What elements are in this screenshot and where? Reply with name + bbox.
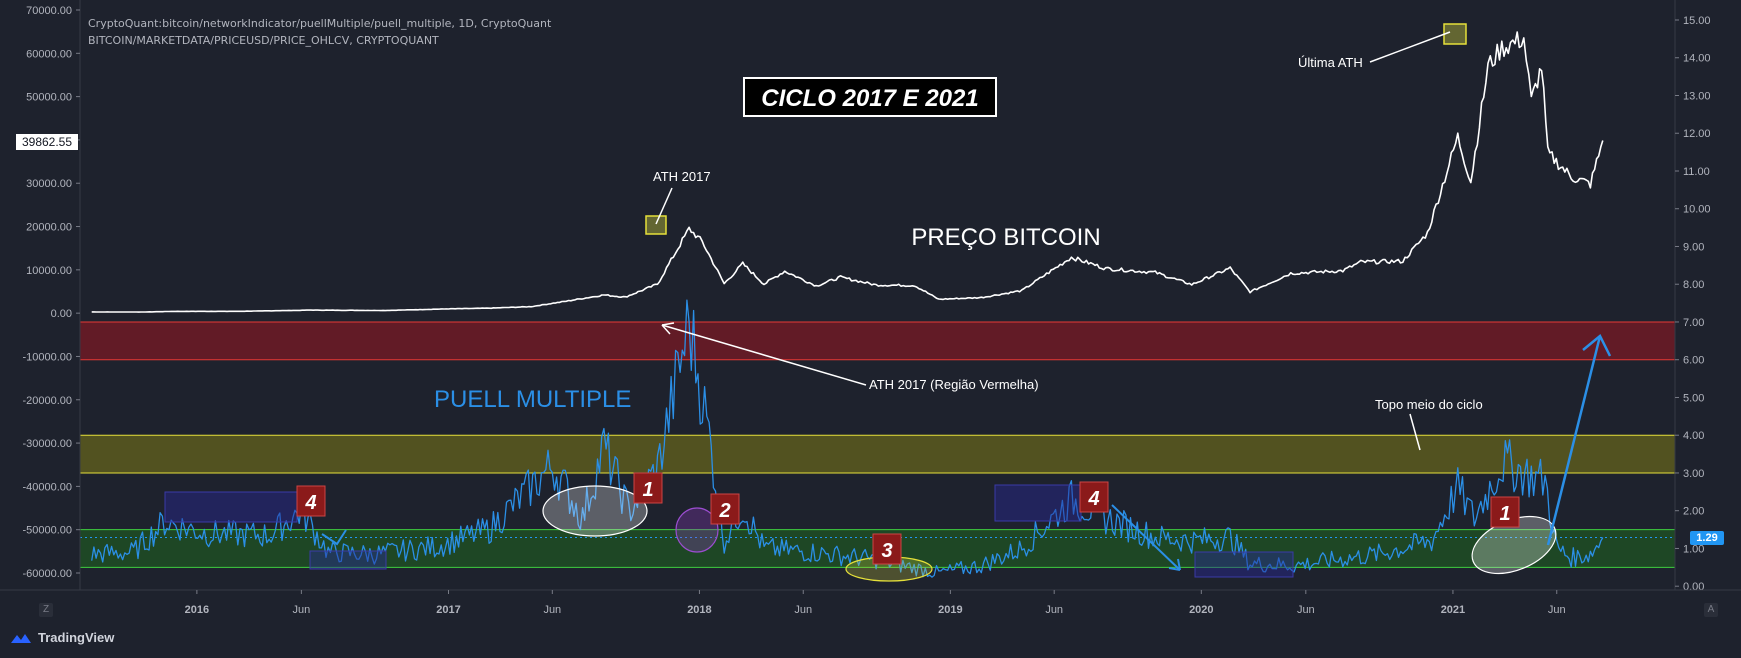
ath2017-arrow bbox=[655, 187, 673, 225]
puell-label: PUELL MULTIPLE bbox=[434, 386, 631, 413]
time-tick-label: 2019 bbox=[938, 604, 962, 616]
time-tick-label: 2016 bbox=[185, 604, 209, 616]
time-tick-label: 2021 bbox=[1441, 604, 1465, 616]
current-puell-label: 1.29 bbox=[1690, 531, 1724, 545]
left-tick-label: 70000.00 bbox=[26, 5, 72, 17]
right-tick-label: 7.00 bbox=[1683, 317, 1704, 329]
time-axis: 2016 Jun 2017 Jun 2018 Jun 2019 Jun 2020 Jun 2021 J… bbox=[0, 589, 1741, 616]
ellipse-2017-midcycle bbox=[542, 485, 648, 537]
step-badge-4 bbox=[296, 485, 326, 517]
topo-meio-label: Topo meio do ciclo bbox=[1375, 397, 1483, 412]
time-tick-label: Jun bbox=[1045, 604, 1063, 616]
ath2017-red-label: ATH 2017 (Região Vermelha) bbox=[869, 377, 1039, 392]
series-layer bbox=[91, 31, 1604, 578]
time-tick-label: 2017 bbox=[436, 604, 460, 616]
time-tick-label: 2018 bbox=[687, 604, 711, 616]
ath2017-marker bbox=[645, 215, 667, 235]
time-tick-label: Jun bbox=[794, 604, 812, 616]
ellipse-2018-bounce bbox=[675, 507, 719, 553]
arrow-2019-down-head bbox=[1168, 558, 1181, 571]
title-box bbox=[743, 77, 997, 117]
ath2017-red-arrowhead bbox=[661, 322, 675, 335]
ultima-ath-marker bbox=[1443, 23, 1467, 45]
arrow-2019-down bbox=[1111, 504, 1181, 571]
puell-line bbox=[91, 299, 1604, 578]
right-tick-label: 8.00 bbox=[1683, 279, 1704, 291]
step-badge-number: 3 bbox=[881, 540, 892, 562]
left-tick-label: 30000.00 bbox=[26, 178, 72, 190]
left-tick-label: 0.00 bbox=[51, 308, 72, 320]
annotations-layer: CICLO 2017 E 2021 PREÇO BITCOIN PUELL MULT… bbox=[164, 23, 1612, 582]
current-price-label: 39862.55 bbox=[16, 134, 78, 150]
right-tick-label: 5.00 bbox=[1683, 392, 1704, 404]
zoom-reset-button[interactable]: Z bbox=[39, 603, 53, 617]
projection-arrow-head bbox=[1582, 334, 1612, 357]
tradingview-logo-icon bbox=[10, 632, 32, 644]
left-tick-label: 20000.00 bbox=[26, 222, 72, 234]
time-tick-label: Jun bbox=[1548, 604, 1566, 616]
arrow-2016-down bbox=[321, 529, 347, 546]
right-tick-label: 4.00 bbox=[1683, 430, 1704, 442]
step-badge-2 bbox=[710, 493, 740, 525]
ath2017-red-arrow bbox=[661, 324, 867, 386]
indicator-legend-puell[interactable]: CryptoQuant:bitcoin/networkIndicator/pue… bbox=[88, 17, 552, 30]
right-puell-axis: 15.00 14.00 13.00 12.00 11.00 10.00 9.00 8.00 7.… bbox=[1674, 0, 1711, 593]
right-tick-label: 9.00 bbox=[1683, 241, 1704, 253]
step-badge-number: 1 bbox=[642, 479, 653, 501]
right-tick-label: 15.00 bbox=[1683, 15, 1711, 27]
price-line bbox=[91, 31, 1604, 313]
step-badge-number: 4 bbox=[304, 492, 316, 514]
auto-scale-button[interactable]: A bbox=[1704, 603, 1718, 617]
dip-box-2020 bbox=[1194, 551, 1294, 578]
right-tick-label: 14.00 bbox=[1683, 53, 1711, 65]
right-tick-label: 10.00 bbox=[1683, 204, 1711, 216]
right-tick-label: 3.00 bbox=[1683, 468, 1704, 480]
left-tick-label: -60000.00 bbox=[22, 568, 72, 580]
topo-meio-arrow bbox=[1409, 413, 1421, 451]
left-tick-label: -50000.00 bbox=[22, 525, 72, 537]
dip-box-2016 bbox=[309, 550, 387, 570]
right-tick-label: 0.00 bbox=[1683, 581, 1704, 593]
red-band bbox=[80, 321, 1675, 360]
step-badge-number: 1 bbox=[1499, 503, 1510, 525]
left-tick-label: 60000.00 bbox=[26, 48, 72, 60]
ultima-ath-arrow bbox=[1369, 31, 1451, 63]
time-tick-label: Jun bbox=[1297, 604, 1315, 616]
left-tick-label: 50000.00 bbox=[26, 92, 72, 104]
right-tick-label: 11.00 bbox=[1683, 166, 1710, 178]
indicator-legend-price[interactable]: BITCOIN/MARKETDATA/PRICEUSD/PRICE_OHLCV,… bbox=[88, 34, 439, 47]
time-tick-label: 2020 bbox=[1189, 604, 1213, 616]
step-badge-number: 2 bbox=[718, 500, 730, 522]
left-tick-label: -20000.00 bbox=[22, 395, 72, 407]
time-tick-label: Jun bbox=[293, 604, 311, 616]
yellow-band bbox=[80, 435, 1675, 473]
step-badge-number: 4 bbox=[1087, 488, 1099, 510]
ultima-ath-label: Última ATH bbox=[1298, 55, 1363, 70]
right-tick-label: 6.00 bbox=[1683, 355, 1704, 367]
left-tick-label: -30000.00 bbox=[22, 438, 72, 450]
left-tick-label: 10000.00 bbox=[26, 265, 72, 277]
step-badge-4 bbox=[1079, 481, 1109, 513]
tradingview-brand[interactable]: TradingView bbox=[10, 630, 114, 645]
price-label: PREÇO BITCOIN bbox=[911, 224, 1100, 251]
left-price-axis: 70000.0060000.0050000.0040000.0030000.00… bbox=[22, 0, 81, 590]
ath2017-label: ATH 2017 bbox=[653, 169, 711, 184]
step-badge-1 bbox=[1490, 496, 1520, 528]
step-badge-3 bbox=[872, 533, 902, 565]
projection-arrow bbox=[1546, 335, 1602, 546]
right-tick-label: 1.00 bbox=[1683, 543, 1704, 555]
title-text: CICLO 2017 E 2021 bbox=[761, 85, 978, 112]
right-tick-label: 12.00 bbox=[1683, 128, 1711, 140]
step-badge-1 bbox=[633, 472, 663, 504]
right-tick-label: 13.00 bbox=[1683, 90, 1711, 102]
consolidation-box-2019 bbox=[994, 484, 1082, 522]
consolidation-box-2016 bbox=[164, 491, 298, 523]
tradingview-label: TradingView bbox=[38, 630, 115, 645]
time-tick-label: Jun bbox=[543, 604, 561, 616]
left-tick-label: -40000.00 bbox=[22, 481, 72, 493]
right-tick-label: 2.00 bbox=[1683, 506, 1704, 518]
left-tick-label: -10000.00 bbox=[22, 351, 72, 363]
